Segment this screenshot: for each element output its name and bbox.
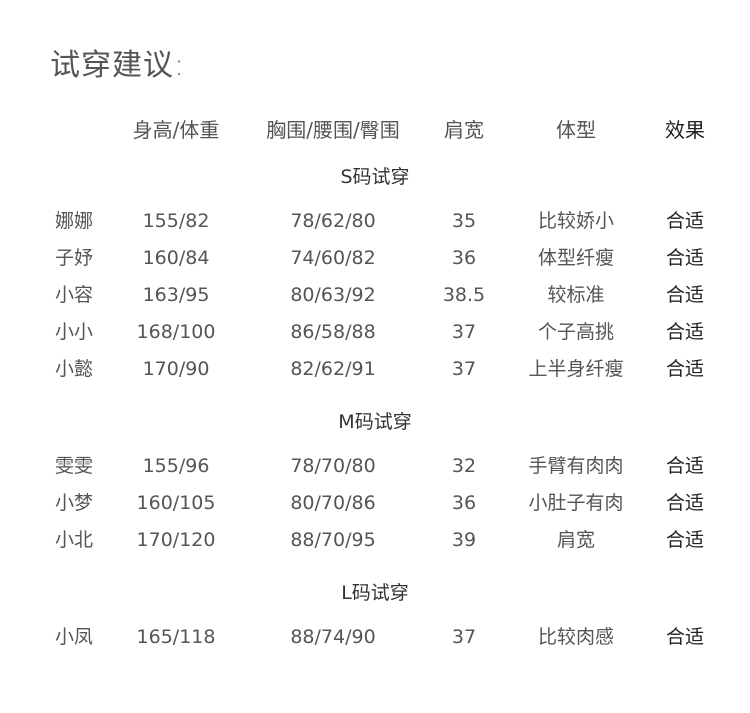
cell-name: 小凤 [54,626,94,648]
cell-body-type: 肩宽 [556,529,596,551]
section-header: S码试穿 [340,166,410,188]
cell-body-type: 较标准 [547,284,605,306]
table-row: 小懿 170/90 82/62/91 37 上半身纤瘦 合适 [0,354,750,384]
cell-name: 小懿 [54,358,94,380]
cell-effect: 合适 [665,284,705,306]
cell-measurements: 88/74/90 [290,626,376,648]
cell-name: 娜娜 [54,210,94,232]
cell-height-weight: 155/82 [142,210,210,232]
table-row: 小容 163/95 80/63/92 38.5 较标准 合适 [0,280,750,310]
cell-effect: 合适 [665,247,705,269]
cell-name: 小容 [54,284,94,306]
cell-body-type: 上半身纤瘦 [528,358,624,380]
cell-height-weight: 168/100 [136,321,216,343]
cell-shoulder-width: 37 [451,358,477,380]
cell-height-weight: 身高/体重 [132,118,220,142]
table-row: 子妤 160/84 74/60/82 36 体型纤瘦 合适 [0,243,750,273]
table-row: 小梦 160/105 80/70/86 36 小肚子有肉 合适 [0,488,750,518]
table-row: 雯雯 155/96 78/70/80 32 手臂有肉肉 合适 [0,451,750,481]
cell-height-weight: 163/95 [142,284,210,306]
cell-effect: 合适 [665,321,705,343]
cell-effect: 合适 [665,210,705,232]
cell-effect: 效果 [665,118,705,142]
cell-name: 小小 [54,321,94,343]
cell-body-type: 比较肉感 [537,626,615,648]
cell-measurements: 80/70/86 [290,492,376,514]
page-title: 试穿建议: [50,48,186,83]
cell-height-weight: 165/118 [136,626,216,648]
cell-effect: 合适 [665,455,705,477]
cell-name: 小北 [54,529,94,551]
cell-effect: 合适 [665,358,705,380]
cell-shoulder-width: 37 [451,626,477,648]
table-row: 小小 168/100 86/58/88 37 个子高挑 合适 [0,317,750,347]
cell-effect: 合适 [665,529,705,551]
header-row: 身高/体重 胸围/腰围/臀围 肩宽 体型 效果 [0,115,750,145]
cell-body-type: 比较娇小 [537,210,615,232]
cell-measurements: 78/70/80 [290,455,376,477]
cell-height-weight: 170/120 [136,529,216,551]
cell-height-weight: 160/105 [136,492,216,514]
cell-measurements: 78/62/80 [290,210,376,232]
cell-body-type: 小肚子有肉 [528,492,624,514]
cell-measurements: 88/70/95 [290,529,376,551]
cell-name: 子妤 [54,247,94,269]
cell-measurements: 74/60/82 [290,247,376,269]
cell-effect: 合适 [665,492,705,514]
table-row: 娜娜 155/82 78/62/80 35 比较娇小 合适 [0,206,750,236]
cell-measurements: 80/63/92 [290,284,376,306]
cell-body-type: 个子高挑 [537,321,615,343]
section-header: M码试穿 [338,411,412,433]
cell-height-weight: 155/96 [142,455,210,477]
cell-name: 小梦 [54,492,94,514]
cell-body-type: 手臂有肉肉 [528,455,624,477]
cell-shoulder-width: 39 [451,529,477,551]
cell-measurements: 86/58/88 [290,321,376,343]
cell-shoulder-width: 37 [451,321,477,343]
cell-body-type: 体型 [556,118,596,142]
cell-name: 雯雯 [54,455,94,477]
table-row: 小北 170/120 88/70/95 39 肩宽 合适 [0,525,750,555]
cell-height-weight: 170/90 [142,358,210,380]
cell-shoulder-width: 36 [451,247,477,269]
cell-height-weight: 160/84 [142,247,210,269]
cell-body-type: 体型纤瘦 [537,247,615,269]
cell-shoulder-width: 肩宽 [444,118,484,142]
cell-effect: 合适 [665,626,705,648]
cell-shoulder-width: 32 [451,455,477,477]
section-header: L码试穿 [341,582,409,604]
cell-shoulder-width: 38.5 [442,284,486,306]
cell-measurements: 82/62/91 [290,358,376,380]
cell-shoulder-width: 36 [451,492,477,514]
cell-measurements: 胸围/腰围/臀围 [266,118,400,142]
cell-shoulder-width: 35 [451,210,477,232]
table-row: 小凤 165/118 88/74/90 37 比较肉感 合适 [0,622,750,652]
